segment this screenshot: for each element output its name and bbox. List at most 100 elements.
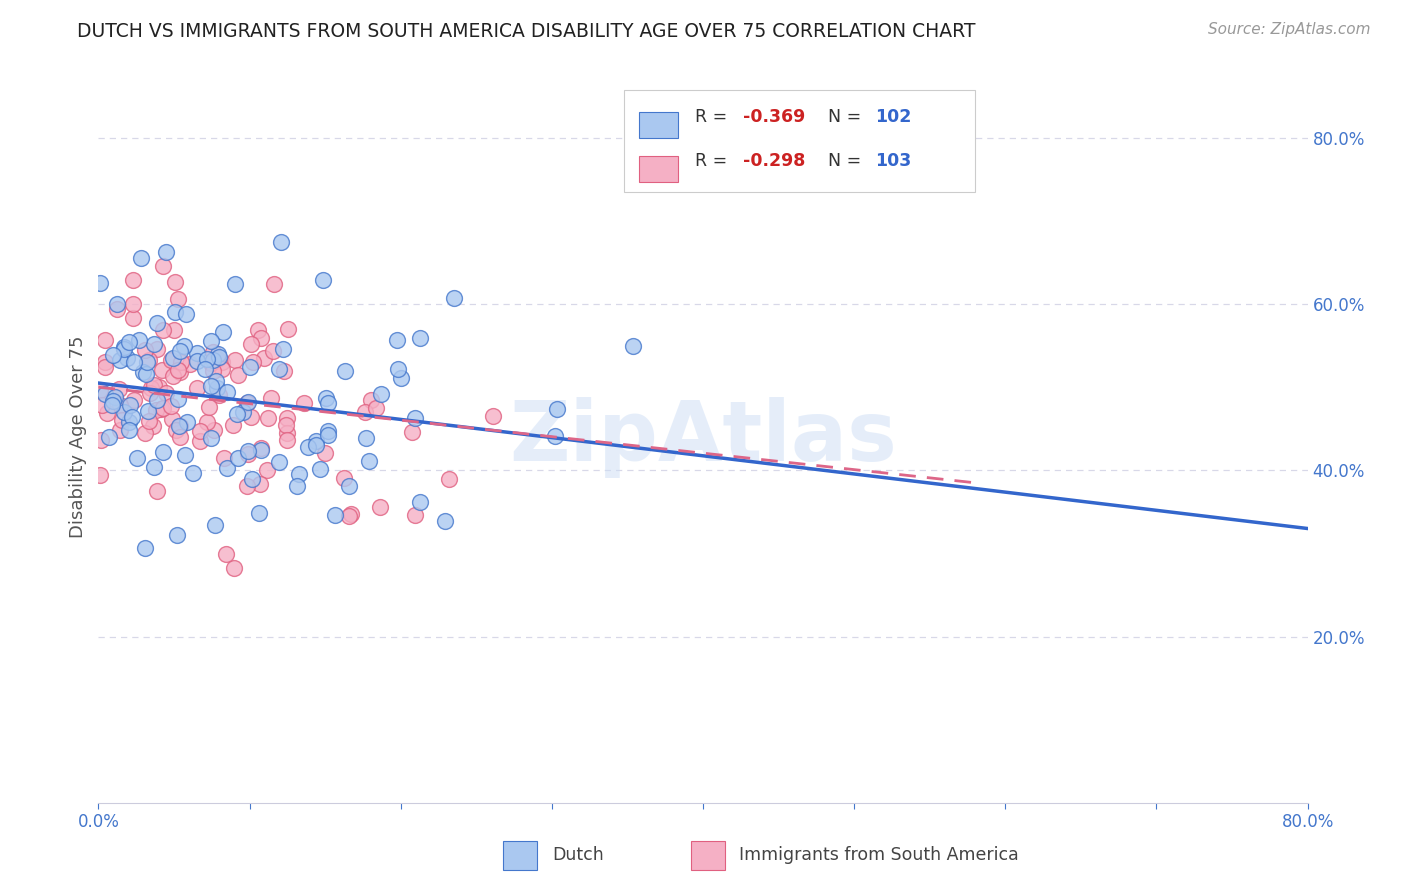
Point: [211, 355, 233, 369]
Y-axis label: Disability Age Over 75: Disability Age Over 75: [69, 335, 87, 539]
Point: [368, 500, 391, 515]
Point: [354, 431, 377, 445]
Point: [89, 468, 111, 483]
Point: [621, 339, 644, 353]
Point: [118, 415, 141, 429]
Point: [128, 333, 150, 347]
Point: [150, 402, 173, 417]
Point: [205, 351, 228, 366]
Point: [256, 410, 278, 425]
Text: ZipAtlas: ZipAtlas: [509, 397, 897, 477]
Point: [240, 472, 263, 486]
Point: [97, 430, 120, 444]
Point: [122, 392, 145, 407]
Point: [165, 423, 187, 437]
Point: [238, 447, 260, 461]
Point: [90, 433, 112, 447]
Point: [316, 428, 339, 442]
Point: [404, 411, 426, 425]
Text: R =: R =: [695, 153, 733, 170]
Point: [366, 401, 388, 415]
Point: [167, 292, 190, 306]
Point: [242, 355, 264, 369]
Point: [263, 277, 285, 291]
Point: [89, 383, 111, 397]
Point: [224, 353, 246, 368]
Point: [276, 433, 298, 447]
Point: [132, 365, 155, 379]
Point: [360, 393, 382, 408]
Point: [202, 423, 225, 437]
Point: [176, 415, 198, 429]
Point: [226, 368, 249, 383]
Point: [145, 402, 167, 417]
FancyBboxPatch shape: [503, 841, 537, 870]
Point: [285, 478, 308, 492]
Point: [215, 384, 238, 399]
Point: [437, 472, 460, 486]
Point: [152, 445, 174, 459]
Point: [108, 382, 131, 396]
Text: N =: N =: [828, 153, 866, 170]
Text: Source: ZipAtlas.com: Source: ZipAtlas.com: [1208, 22, 1371, 37]
Point: [105, 297, 128, 311]
Point: [148, 380, 170, 394]
Point: [96, 406, 118, 420]
Point: [138, 404, 160, 418]
Point: [155, 386, 177, 401]
Point: [323, 508, 346, 523]
Point: [200, 431, 222, 445]
Point: [142, 419, 165, 434]
Point: [238, 443, 260, 458]
Text: N =: N =: [828, 109, 866, 127]
Point: [94, 355, 117, 369]
Point: [108, 399, 131, 413]
Point: [316, 396, 339, 410]
Point: [222, 418, 245, 433]
Point: [239, 337, 262, 351]
Point: [260, 391, 283, 405]
FancyBboxPatch shape: [638, 156, 678, 182]
Text: 103: 103: [875, 153, 911, 170]
Point: [359, 454, 381, 468]
Point: [94, 333, 117, 347]
Point: [94, 387, 117, 401]
Point: [186, 381, 208, 395]
Point: [194, 361, 217, 376]
Point: [155, 244, 177, 259]
Point: [104, 390, 127, 404]
Point: [276, 411, 298, 425]
Point: [337, 479, 360, 493]
Point: [167, 418, 190, 433]
Point: [188, 424, 211, 438]
Point: [146, 317, 169, 331]
Point: [340, 508, 363, 522]
Point: [186, 353, 208, 368]
Point: [208, 388, 231, 402]
Point: [200, 356, 222, 370]
Point: [169, 419, 191, 434]
Point: [159, 353, 181, 368]
Point: [314, 446, 336, 460]
Point: [112, 342, 135, 356]
Point: [222, 560, 245, 574]
Point: [162, 369, 184, 384]
Point: [138, 386, 160, 401]
Point: [249, 331, 271, 345]
Point: [160, 399, 183, 413]
Point: [409, 331, 432, 345]
Text: R =: R =: [695, 109, 733, 127]
Point: [118, 398, 141, 412]
Point: [112, 404, 135, 418]
Point: [212, 325, 235, 339]
Point: [121, 310, 143, 325]
Point: [143, 337, 166, 351]
Point: [208, 351, 231, 365]
Point: [160, 412, 183, 426]
Point: [122, 355, 145, 369]
FancyBboxPatch shape: [624, 90, 976, 192]
Point: [409, 495, 432, 509]
Point: [146, 343, 169, 357]
Point: [544, 428, 567, 442]
Point: [136, 355, 159, 369]
